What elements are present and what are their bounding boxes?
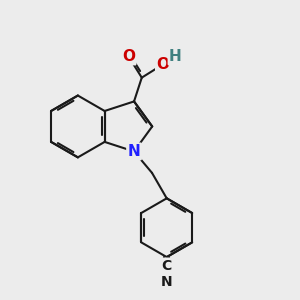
Text: N: N (128, 144, 140, 159)
Text: N: N (161, 275, 172, 289)
Text: C: C (162, 259, 172, 273)
Text: H: H (169, 49, 182, 64)
Text: O: O (157, 57, 169, 72)
Text: O: O (122, 49, 135, 64)
